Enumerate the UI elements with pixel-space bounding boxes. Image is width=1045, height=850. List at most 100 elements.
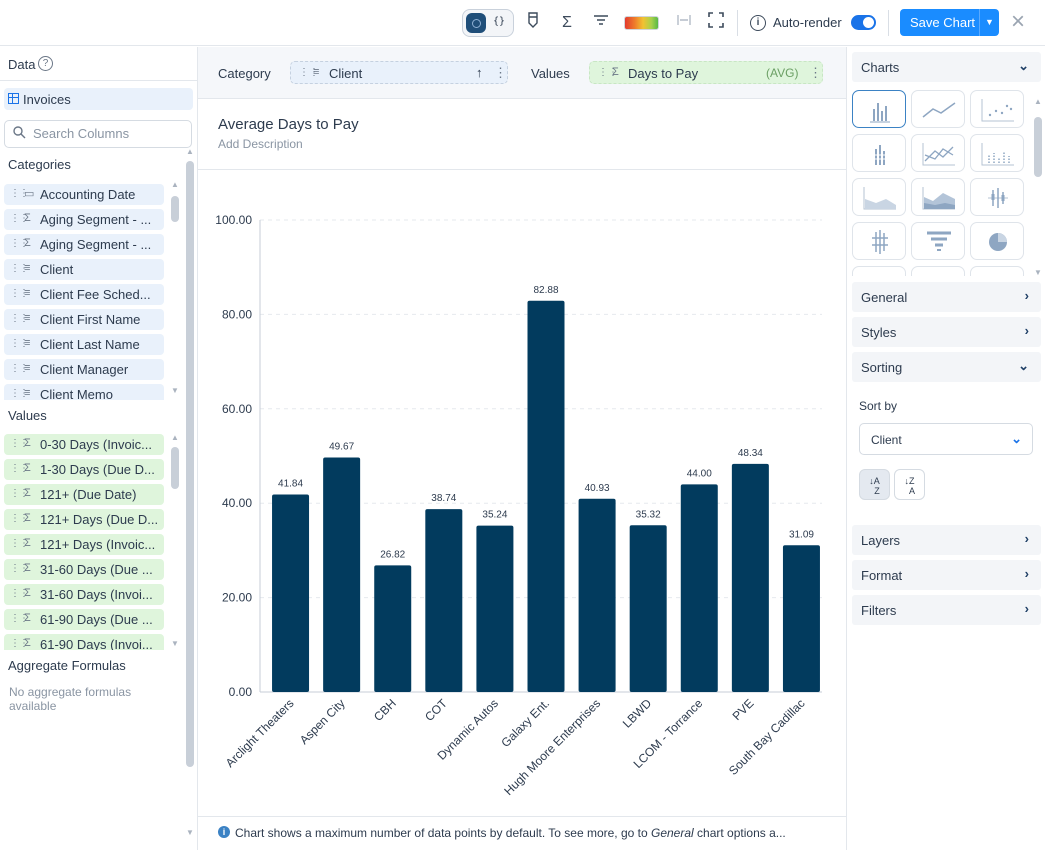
drag-handle-icon[interactable]: ⋮⋮ <box>10 338 29 349</box>
chart-description[interactable]: Add Description <box>218 137 303 151</box>
drag-handle-icon[interactable]: ⋮⋮ <box>10 463 29 474</box>
fullscreen-icon[interactable] <box>706 12 726 34</box>
drag-handle-icon[interactable]: ⋮⋮ <box>10 288 29 299</box>
sort-a-z-icon[interactable]: ↓A Z <box>859 469 890 500</box>
stacked-area-chart-type-icon[interactable] <box>911 178 965 216</box>
aggregation-label[interactable]: (AVG) <box>766 66 799 80</box>
dataset-item[interactable]: Invoices <box>4 88 193 110</box>
boxplot-chart-type-icon[interactable] <box>852 222 906 260</box>
chart-type-partial[interactable] <box>970 266 1024 276</box>
category-field-item[interactable]: ⋮⋮ Σ Aging Segment - ... <box>4 209 164 230</box>
drag-handle-icon[interactable]: ⋮⋮ <box>10 513 29 524</box>
scroll-down-icon[interactable]: ▼ <box>186 828 194 837</box>
category-field-item[interactable]: ⋮⋮ ≡ Client <box>4 259 164 280</box>
dot-plot-chart-type-icon[interactable] <box>970 134 1024 172</box>
value-field-item[interactable]: ⋮⋮ Σ 121+ Days (Invoic... <box>4 534 164 555</box>
scroll-up-icon[interactable]: ▲ <box>171 180 179 189</box>
sigma-icon[interactable]: Σ <box>562 14 572 31</box>
bar[interactable] <box>731 463 769 692</box>
category-field-item[interactable]: ⋮⋮ ≡ Client Manager <box>4 359 164 380</box>
chart-title[interactable]: Average Days to Pay <box>218 116 359 133</box>
chart-type-partial[interactable] <box>911 266 965 276</box>
sql-view-icon[interactable] <box>523 12 543 34</box>
scatter-chart-type-icon[interactable] <box>970 90 1024 128</box>
scroll-thumb[interactable] <box>186 161 194 767</box>
filter-lines-icon[interactable] <box>591 12 611 34</box>
drag-handle-icon[interactable]: ⋮⋮ <box>10 588 29 599</box>
scroll-thumb[interactable] <box>171 196 179 222</box>
scroll-up-icon[interactable]: ▲ <box>186 147 194 156</box>
bar[interactable] <box>680 484 718 692</box>
funnel-chart-type-icon[interactable] <box>911 222 965 260</box>
drag-handle-icon[interactable]: ⋮⋮ <box>10 263 29 274</box>
bar[interactable] <box>323 457 361 692</box>
drag-handle-icon[interactable]: ⋮⋮ <box>10 488 29 499</box>
bar[interactable] <box>425 509 463 692</box>
autorender-switch[interactable] <box>851 15 876 30</box>
multi-line-chart-type-icon[interactable] <box>911 134 965 172</box>
category-field-item[interactable]: ⋮⋮ Σ Aging Segment - ... <box>4 234 164 255</box>
area-chart-type-icon[interactable] <box>852 178 906 216</box>
save-options-caret-icon[interactable]: ▼ <box>979 9 999 36</box>
category-field-item[interactable]: ⋮⋮ ≡ Client Memo <box>4 384 164 400</box>
more-options-icon[interactable]: ⋮ <box>809 65 822 80</box>
drag-handle-icon[interactable]: ⋮⋮ <box>10 363 29 374</box>
drag-handle-icon[interactable]: ⋮⋮ <box>10 638 29 649</box>
value-field-item[interactable]: ⋮⋮ Σ 61-90 Days (Due ... <box>4 609 164 630</box>
bar-chart-type-icon[interactable] <box>852 90 906 128</box>
close-icon[interactable]: × <box>1010 8 1025 35</box>
bar[interactable] <box>629 525 667 692</box>
value-field-item[interactable]: ⋮⋮ Σ 121+ Days (Due D... <box>4 509 164 530</box>
filters-section-header[interactable]: Filters › <box>852 595 1041 625</box>
sort-by-select[interactable]: Client ⌄ <box>859 423 1033 455</box>
bar[interactable] <box>578 498 616 692</box>
drag-handle-icon[interactable]: ⋮⋮ <box>598 67 618 78</box>
charts-section-header[interactable]: Charts ⌄ <box>852 52 1041 82</box>
scroll-down-icon[interactable]: ▼ <box>171 639 179 648</box>
scroll-up-icon[interactable]: ▲ <box>1034 97 1042 106</box>
drag-handle-icon[interactable]: ⋮⋮ <box>10 388 29 399</box>
categories-scrollbar[interactable]: ▲ ▼ <box>171 180 179 395</box>
value-field-item[interactable]: ⋮⋮ Σ 1-30 Days (Due D... <box>4 459 164 480</box>
drag-handle-icon[interactable]: ⋮⋮ <box>10 613 29 624</box>
sorting-section-header[interactable]: Sorting ⌄ <box>852 352 1041 382</box>
chart-types-scrollbar[interactable]: ▲ ▼ <box>1034 97 1042 277</box>
value-field-item[interactable]: ⋮⋮ Σ 61-90 Days (Invoi... <box>4 634 164 650</box>
line-chart-type-icon[interactable] <box>911 90 965 128</box>
value-pill[interactable]: ⋮⋮ Σ Days to Pay (AVG) ⋮ <box>589 61 823 84</box>
more-options-icon[interactable]: ⋮ <box>494 65 507 80</box>
bar[interactable] <box>272 494 310 692</box>
bar[interactable] <box>476 525 514 692</box>
value-field-item[interactable]: ⋮⋮ Σ 121+ (Due Date) <box>4 484 164 505</box>
scroll-up-icon[interactable]: ▲ <box>171 433 179 442</box>
color-palette-picker[interactable] <box>624 16 659 30</box>
sort-z-a-icon[interactable]: ↓Z A <box>894 469 925 500</box>
bar[interactable] <box>374 565 412 692</box>
candlestick-chart-type-icon[interactable] <box>970 178 1024 216</box>
category-field-item[interactable]: ⋮⋮ ▭ Accounting Date <box>4 184 164 205</box>
chart-type-partial[interactable] <box>852 266 906 276</box>
help-icon[interactable]: ? <box>38 56 53 71</box>
bar[interactable] <box>782 545 820 692</box>
drag-handle-icon[interactable]: ⋮⋮ <box>10 188 29 199</box>
scroll-thumb[interactable] <box>1034 117 1042 177</box>
save-chart-button[interactable]: Save Chart ▼ <box>900 9 999 36</box>
category-pill[interactable]: ⋮⋮ ≡ Client ↑ ⋮ <box>290 61 508 84</box>
drag-handle-icon[interactable]: ⋮⋮ <box>10 238 29 249</box>
left-panel-scrollbar[interactable]: ▲ ▼ <box>186 147 194 837</box>
general-section-header[interactable]: General › <box>852 282 1041 312</box>
drag-handle-icon[interactable]: ⋮⋮ <box>299 67 319 78</box>
values-scrollbar[interactable]: ▲ ▼ <box>171 433 179 648</box>
value-field-item[interactable]: ⋮⋮ Σ 0-30 Days (Invoic... <box>4 434 164 455</box>
bar[interactable] <box>527 300 565 692</box>
pie-chart-type-icon[interactable] <box>970 222 1024 260</box>
value-field-item[interactable]: ⋮⋮ Σ 31-60 Days (Due ... <box>4 559 164 580</box>
value-field-item[interactable]: ⋮⋮ Σ 31-60 Days (Invoi... <box>4 584 164 605</box>
drag-handle-icon[interactable]: ⋮⋮ <box>10 438 29 449</box>
drag-handle-icon[interactable]: ⋮⋮ <box>10 563 29 574</box>
format-section-header[interactable]: Format › <box>852 560 1041 590</box>
fit-width-icon[interactable] <box>674 12 694 34</box>
category-field-item[interactable]: ⋮⋮ ≡ Client Fee Sched... <box>4 284 164 305</box>
search-input[interactable] <box>33 126 183 141</box>
grouped-bar-chart-type-icon[interactable] <box>852 134 906 172</box>
